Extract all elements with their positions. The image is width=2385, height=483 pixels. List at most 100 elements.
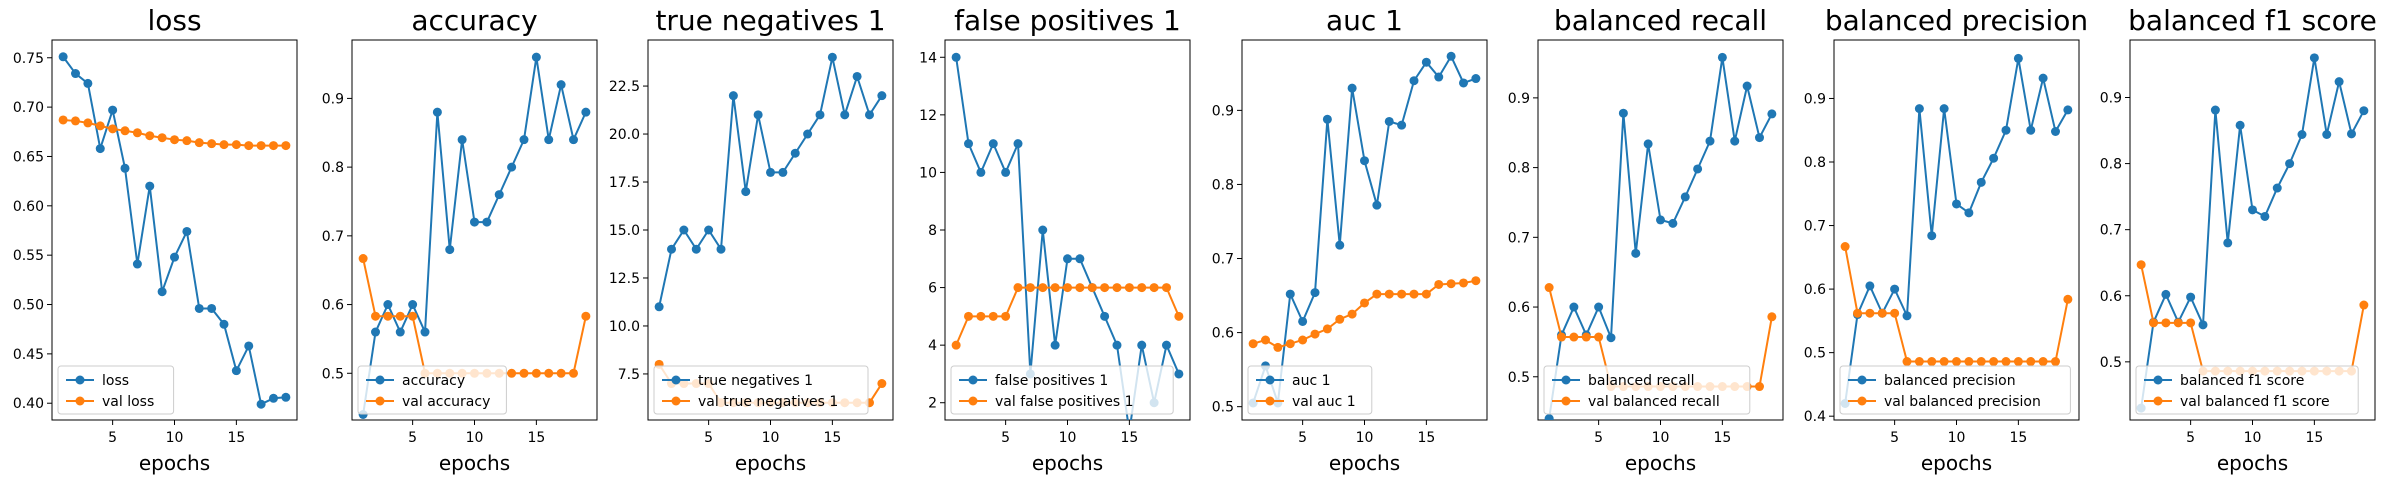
data-point: [2198, 320, 2208, 330]
x-tick-label: 10: [166, 430, 184, 446]
y-tick-label: 0.5: [1804, 346, 1826, 362]
x-tick-label: 15: [2305, 430, 2323, 446]
data-point: [556, 368, 566, 378]
x-tick-label: 15: [1120, 430, 1138, 446]
y-tick-label: 17.5: [609, 175, 640, 191]
data-point: [1569, 302, 1579, 312]
y-tick-label: 0.5: [322, 366, 344, 382]
data-point: [519, 368, 529, 378]
data-point: [1902, 357, 1912, 367]
data-point: [1656, 215, 1665, 225]
data-point: [2038, 357, 2048, 367]
legend-marker: [75, 375, 85, 385]
chart-title: balanced recall: [1554, 4, 1767, 37]
data-point: [2322, 130, 2332, 140]
data-point: [1298, 316, 1308, 326]
data-point: [1631, 248, 1641, 258]
data-point: [1310, 329, 1320, 339]
data-point: [1360, 156, 1369, 166]
x-tick-label: 10: [466, 430, 484, 446]
data-point: [1544, 283, 1554, 293]
data-point: [1075, 254, 1085, 264]
data-point: [2285, 159, 2295, 169]
legend-marker: [968, 375, 978, 385]
data-point: [132, 259, 142, 269]
data-point: [2173, 318, 2183, 328]
data-point: [1347, 83, 1357, 93]
legend-box: [1543, 365, 1751, 415]
data-point: [1668, 218, 1678, 228]
x-tick-label: 5: [1298, 430, 1307, 446]
data-point: [1471, 74, 1481, 84]
y-tick-label: 0.8: [1804, 155, 1826, 171]
data-point: [170, 135, 179, 145]
data-point: [1569, 332, 1579, 342]
data-point: [2260, 211, 2270, 221]
data-point: [1434, 279, 1444, 289]
data-point: [358, 254, 368, 264]
legend-box: [1839, 365, 2071, 415]
data-point: [1964, 208, 1974, 218]
data-point: [1976, 357, 1986, 367]
data-point: [383, 300, 393, 310]
data-point: [132, 128, 142, 138]
data-point: [2013, 53, 2023, 63]
data-point: [268, 141, 278, 151]
y-tick-label: 0.6: [1212, 326, 1234, 342]
chart-title: accuracy: [411, 4, 537, 37]
data-point: [951, 340, 961, 350]
data-point: [108, 124, 118, 134]
data-point: [58, 115, 68, 125]
x-axis-label: epochs: [1329, 451, 1400, 475]
data-point: [1989, 153, 1999, 163]
data-point: [877, 91, 887, 101]
data-point: [1322, 324, 1332, 334]
data-point: [519, 135, 529, 145]
legend-label: auc 1: [1292, 373, 1331, 389]
data-point: [753, 110, 763, 120]
data-point: [2297, 130, 2307, 140]
x-tick-label: 5: [108, 430, 117, 446]
data-point: [951, 52, 961, 62]
x-tick-label: 10: [1356, 430, 1374, 446]
data-point: [2161, 318, 2171, 328]
data-point: [256, 141, 266, 151]
x-tick-label: 15: [823, 430, 841, 446]
data-point: [1976, 177, 1986, 187]
y-tick-label: 0.6: [322, 298, 344, 314]
x-axis-label: epochs: [2217, 451, 2288, 475]
data-point: [728, 91, 738, 101]
data-point: [2309, 53, 2319, 63]
data-point: [1594, 332, 1604, 342]
data-point: [531, 368, 541, 378]
chart-panel-7: balanced f1 score epochs 5 10 15 0.5 0.6 0.7 0.8…: [2100, 4, 2377, 475]
data-point: [1360, 298, 1369, 308]
data-point: [1409, 289, 1419, 299]
data-point: [244, 141, 254, 151]
data-point: [95, 144, 105, 154]
data-point: [182, 226, 192, 236]
data-point: [1050, 340, 1060, 350]
plot-frame: [2129, 39, 2376, 421]
data-point: [231, 140, 241, 150]
x-axis-label: epochs: [735, 451, 806, 475]
data-point: [1471, 276, 1481, 286]
x-tick-label: 15: [2009, 430, 2027, 446]
data-point: [1322, 114, 1332, 124]
data-point: [803, 129, 813, 139]
legend: true negatives 1 val true negatives 1: [653, 365, 869, 415]
legend-marker: [671, 375, 681, 385]
data-point: [1914, 104, 1924, 114]
data-point: [1902, 311, 1912, 321]
y-tick-label: 0.5: [1508, 370, 1530, 386]
data-point: [482, 217, 492, 227]
data-point: [1174, 311, 1184, 321]
chart-title: auc 1: [1326, 4, 1403, 37]
x-axis-label: epochs: [1921, 451, 1992, 475]
data-point: [1853, 308, 1863, 318]
y-tick-label: 2: [928, 396, 937, 412]
y-tick-label: 0.50: [13, 298, 44, 314]
data-point: [1890, 308, 1900, 318]
data-point: [1767, 312, 1777, 322]
